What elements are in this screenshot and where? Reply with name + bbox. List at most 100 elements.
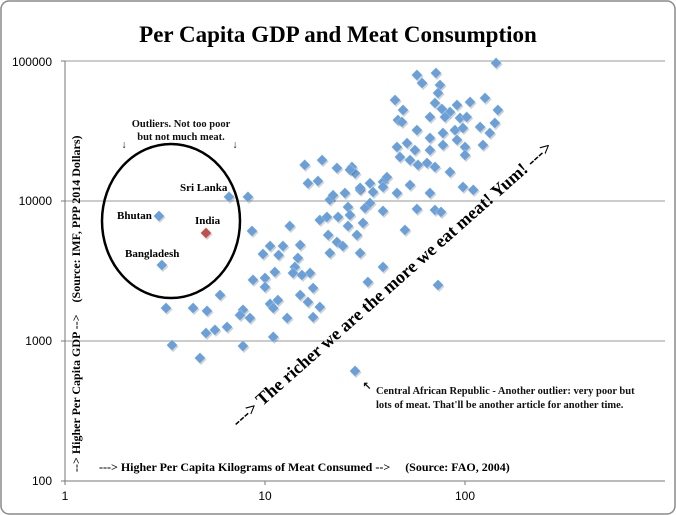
data-point (294, 239, 307, 251)
data-point (401, 137, 413, 150)
data-point (404, 179, 416, 191)
data-point (201, 304, 213, 317)
tick-labels: 100000 10000 1000 100 1 10 100 (12, 55, 475, 503)
outliers-annotation-line1: Outliers. Not too poor (132, 119, 231, 130)
data-point (321, 211, 333, 223)
data-point (277, 240, 289, 252)
x-tick-label: 1 (62, 489, 69, 503)
data-point (283, 220, 296, 232)
data-point (432, 279, 444, 291)
data-point (367, 186, 379, 198)
data-point (412, 159, 424, 171)
data-point (377, 205, 389, 217)
gridlines (61, 60, 665, 485)
data-point (424, 144, 436, 157)
y-tick-label: 1000 (25, 334, 52, 348)
data-point (474, 121, 487, 133)
data-point (354, 181, 367, 194)
labeled-data-point (223, 190, 235, 203)
data-point (437, 127, 449, 139)
data-point (302, 296, 314, 308)
data-point (391, 141, 403, 153)
data-point (214, 289, 226, 301)
y-axis-label: --> Higher Per Capita GDP --> (Source: I… (69, 135, 83, 472)
data-point (194, 352, 206, 364)
data-point (429, 97, 441, 109)
data-point (479, 92, 491, 104)
data-point (307, 282, 320, 294)
data-point (457, 122, 469, 134)
data-point (331, 162, 343, 174)
data-point (439, 111, 451, 123)
data-point (234, 309, 246, 322)
data-point (244, 312, 256, 324)
data-point (460, 111, 473, 123)
data-point (364, 197, 376, 209)
x-axis-label: ---> Higher Per Capita Kilograms of Meat… (99, 460, 510, 474)
data-point (411, 124, 423, 137)
data-point (457, 181, 469, 193)
chart-title: Per Capita GDP and Meat Consumption (139, 22, 537, 47)
data-point (296, 269, 308, 281)
data-point (490, 57, 502, 69)
data-point (187, 302, 200, 314)
arrow-up-left-icon: ↖ (363, 381, 372, 392)
data-point (200, 327, 212, 339)
data-point (451, 134, 463, 146)
data-point (267, 330, 280, 343)
data-point (424, 132, 436, 144)
data-point (435, 206, 447, 218)
data-point (350, 229, 363, 241)
highlighted-data-point (200, 227, 212, 239)
data-point (483, 127, 496, 139)
data-point (323, 247, 336, 259)
data-point (424, 187, 436, 199)
data-point (313, 301, 326, 313)
data-point (312, 175, 324, 187)
outliers-annotation-line2: but not much meat. (137, 132, 225, 143)
point-label: India (195, 215, 221, 227)
data-point (459, 149, 471, 161)
data-point (396, 116, 408, 128)
data-point (327, 189, 340, 202)
down-arrow-icon: ↓ (121, 140, 126, 151)
data-point (209, 323, 221, 336)
data-point (411, 203, 423, 215)
data-point (429, 161, 441, 173)
data-point (467, 183, 480, 196)
data-point (421, 157, 433, 169)
data-point (342, 220, 354, 232)
data-point (160, 302, 172, 314)
data-point (344, 209, 356, 221)
data-point (246, 225, 258, 237)
labeled-data-point (155, 259, 168, 271)
data-point (488, 117, 501, 129)
data-point (437, 139, 449, 151)
data-point (242, 190, 254, 203)
data-point (268, 266, 281, 278)
labeled-data-point (153, 210, 165, 222)
data-point (377, 261, 389, 273)
data-point (397, 104, 409, 116)
data-point (316, 154, 329, 167)
data-point (304, 267, 316, 279)
data-point (322, 229, 335, 241)
data-point (291, 252, 304, 264)
data-point (344, 163, 356, 176)
data-point (432, 87, 444, 99)
data-point (464, 96, 476, 108)
y-tick-label: 100 (32, 474, 52, 488)
data-point (364, 177, 376, 190)
data-point (416, 77, 428, 89)
data-point (257, 248, 269, 260)
point-label: Bhutan (117, 210, 152, 222)
data-point (287, 267, 299, 279)
data-point (281, 312, 294, 324)
data-point (491, 104, 504, 116)
data-point (436, 103, 448, 115)
data-point (259, 281, 271, 293)
data-point (264, 240, 276, 252)
y-tick-label: 10000 (19, 194, 53, 208)
